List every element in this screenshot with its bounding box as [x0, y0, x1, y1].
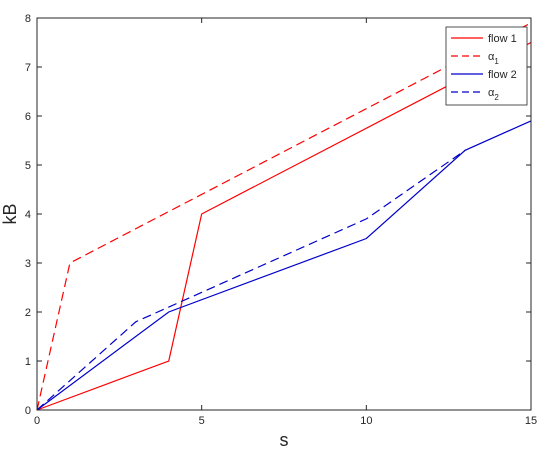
x-tick-label: 5 [199, 415, 205, 427]
y-tick-label: 5 [25, 160, 31, 172]
legend-label-4: α2 [488, 87, 499, 102]
legend: flow 1 α1 flow 2 α2 [445, 26, 528, 106]
series-line-3 [36, 120, 532, 411]
series-line-1 [36, 41, 532, 411]
x-tick-label: 0 [34, 415, 40, 427]
y-tick-label: 7 [25, 62, 31, 74]
y-tick-label: 8 [25, 13, 31, 25]
series-line-2 [36, 22, 532, 411]
x-tick-label: 15 [525, 415, 537, 427]
legend-label-2: α1 [488, 51, 499, 66]
legend-label-1: flow 1 [488, 33, 517, 45]
series-lines-layer [36, 22, 532, 411]
y-tick-label: 0 [25, 405, 31, 417]
y-tick-label: 2 [25, 307, 31, 319]
y-axis-label: kB [0, 203, 20, 224]
y-tick-label: 1 [25, 356, 31, 368]
y-tick-label: 6 [25, 111, 31, 123]
legend-box [445, 26, 528, 106]
legend-label-3: flow 2 [488, 69, 517, 81]
x-axis-label: s [280, 430, 289, 450]
x-tick-label: 10 [360, 415, 372, 427]
y-tick-label: 3 [25, 258, 31, 270]
y-tick-label: 4 [25, 209, 31, 221]
ticks-layer: 0 5 10 15 0 1 2 3 4 5 6 7 8 [25, 13, 537, 427]
series-line-4 [36, 149, 466, 411]
